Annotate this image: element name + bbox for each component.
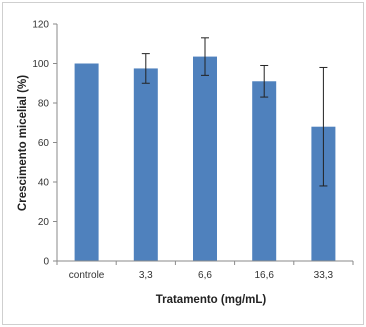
x-tick-label: 33,3 xyxy=(314,270,334,281)
y-tick-label: 20 xyxy=(38,217,50,228)
axes-layer xyxy=(53,23,354,265)
bar xyxy=(193,56,217,262)
x-tick-label: 16,6 xyxy=(254,270,274,281)
bar xyxy=(133,68,158,261)
y-tick-label: 80 xyxy=(38,99,50,110)
y-tick-label: 100 xyxy=(32,59,49,70)
bar xyxy=(74,63,99,261)
bars-layer xyxy=(74,56,336,262)
y-axis-title: Crescimento micelial (%) xyxy=(17,75,29,211)
chart-frame xyxy=(2,2,364,325)
y-tick-label: 40 xyxy=(38,178,50,189)
y-tick-label: 0 xyxy=(43,257,49,268)
x-tick-label: controle xyxy=(69,270,105,281)
y-tick-label: 120 xyxy=(32,20,49,31)
tick-labels-layer: 0 20 40 60 80 100 120 controle 3,3 6,6 16,6 33,3 xyxy=(32,20,333,282)
error-bars-layer xyxy=(141,37,328,187)
x-tick-label: 3,3 xyxy=(139,270,153,281)
x-tick-label: 6,6 xyxy=(198,270,212,281)
x-axis-title: Tratamento (mg/mL) xyxy=(156,294,267,306)
y-tick-label: 60 xyxy=(38,138,50,149)
bar xyxy=(252,81,277,262)
